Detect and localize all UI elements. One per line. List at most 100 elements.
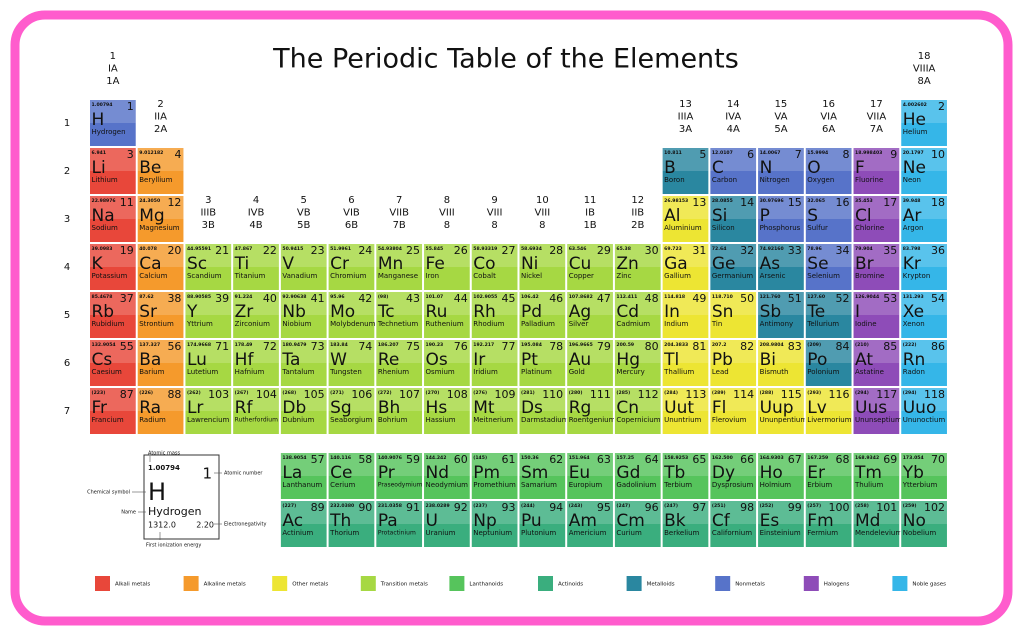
element-cell: [470, 339, 519, 387]
legend-label: Actinoids: [558, 582, 583, 588]
key-symbol: H: [148, 478, 166, 506]
cell-shine: [805, 148, 852, 171]
group-label: VIIA: [867, 112, 887, 123]
atomic-number: 9: [890, 148, 897, 161]
group-label: 11: [584, 195, 597, 206]
element-symbol: Ho: [760, 463, 783, 483]
atomic-mass: 126.9044: [855, 294, 879, 300]
element-name: Lead: [712, 368, 729, 376]
atomic-mass: 79.904: [855, 246, 873, 252]
atomic-number: 97: [692, 501, 706, 514]
cell-shine: [328, 292, 375, 315]
atomic-mass: 232.0380: [330, 503, 354, 509]
key-label: First ionization energy: [146, 543, 201, 549]
atomic-mass: 28.0855: [712, 198, 733, 204]
cell-shine: [710, 244, 757, 267]
element-cell: [423, 387, 471, 435]
element-cell: [327, 243, 376, 291]
element-name: Chlorine: [855, 224, 884, 232]
element-name: Caesium: [92, 368, 123, 376]
atomic-mass: 204.3833: [664, 342, 688, 348]
atomic-mass: (294): [903, 390, 917, 396]
atomic-mass: 158.9253: [664, 455, 688, 461]
element-cell: [757, 147, 805, 195]
element-cell: [900, 291, 948, 339]
cell-shine: [567, 501, 613, 524]
atomic-number: 107: [399, 388, 420, 401]
element-cell: [136, 291, 185, 339]
atomic-number: 54: [931, 292, 945, 305]
atomic-number: 95: [597, 501, 611, 514]
cell-shine: [519, 501, 566, 524]
atomic-number: 108: [447, 388, 468, 401]
element-name: Antimony: [760, 320, 794, 328]
element-symbol: Li: [92, 158, 106, 178]
legend-label: Alkaline metals: [204, 582, 246, 588]
element-cell: [184, 291, 233, 339]
group-label: 5A: [774, 124, 787, 135]
atomic-number: 10: [931, 148, 945, 161]
element-symbol: Ta: [281, 350, 300, 370]
element-symbol: O: [807, 158, 820, 178]
element-cell: [89, 195, 137, 243]
atomic-mass: (243): [569, 503, 583, 509]
atomic-number: 29: [597, 244, 611, 257]
atomic-mass: 78.96: [807, 246, 822, 252]
element-name: Promethium: [473, 481, 516, 489]
atomic-mass: 74.92160: [760, 246, 784, 252]
element-symbol: N: [760, 158, 773, 178]
key-label: Name: [121, 510, 136, 516]
group-label: 1A: [106, 76, 119, 87]
element-name: Cadmium: [616, 320, 650, 328]
element-cell: [375, 452, 424, 500]
atomic-mass: 132.9054: [92, 342, 116, 348]
atomic-number: 68: [836, 453, 850, 466]
element-cell: [757, 452, 805, 500]
atomic-mass: 4.002602: [903, 102, 927, 108]
atomic-mass: 150.36: [521, 455, 539, 461]
legend-swatch: [892, 576, 908, 591]
cell-shine: [805, 501, 852, 524]
legend-label: Nonmetals: [735, 582, 765, 588]
atomic-number: 16: [836, 196, 850, 209]
atomic-number: 101: [876, 501, 897, 514]
atomic-number: 1: [127, 100, 134, 113]
group-label: VIA: [820, 112, 837, 123]
cell-shine: [280, 292, 327, 315]
element-cell: [852, 291, 901, 339]
element-cell: [423, 243, 471, 291]
element-cell: [423, 291, 471, 339]
period-label: 1: [64, 118, 70, 129]
cell-shine: [233, 340, 279, 363]
element-symbol: Rg: [569, 398, 592, 418]
atomic-mass: 44.95591: [187, 246, 211, 252]
cell-shine: [567, 388, 613, 411]
group-label: 5: [301, 195, 307, 206]
cell-shine: [233, 244, 279, 267]
element-name: Technetium: [377, 320, 419, 328]
element-name: Bromine: [855, 272, 884, 280]
atomic-mass: 140.116: [330, 455, 351, 461]
element-cell: [136, 387, 185, 435]
atomic-number: 12: [167, 196, 181, 209]
atomic-number: 22: [263, 244, 277, 257]
group-label: IIA: [154, 112, 167, 123]
element-symbol: In: [664, 302, 680, 322]
element-cell: [423, 339, 471, 387]
element-cell: [804, 339, 853, 387]
element-name: Argon: [903, 224, 924, 232]
atomic-mass: (258): [855, 503, 869, 509]
element-symbol: Pu: [521, 511, 542, 531]
element-name: Palladium: [521, 320, 555, 328]
cell-shine: [471, 292, 518, 315]
element-cell: [709, 452, 758, 500]
element-symbol: Pm: [473, 463, 500, 483]
element-cell: [89, 147, 137, 195]
cell-shine: [90, 244, 136, 267]
element-cell: [900, 387, 948, 435]
legend-label: Halogens: [824, 582, 850, 588]
element-cell: [232, 387, 280, 435]
atomic-mass: (98): [378, 294, 389, 300]
element-name: Meitnerium: [473, 416, 513, 424]
atomic-mass: (288): [760, 390, 774, 396]
